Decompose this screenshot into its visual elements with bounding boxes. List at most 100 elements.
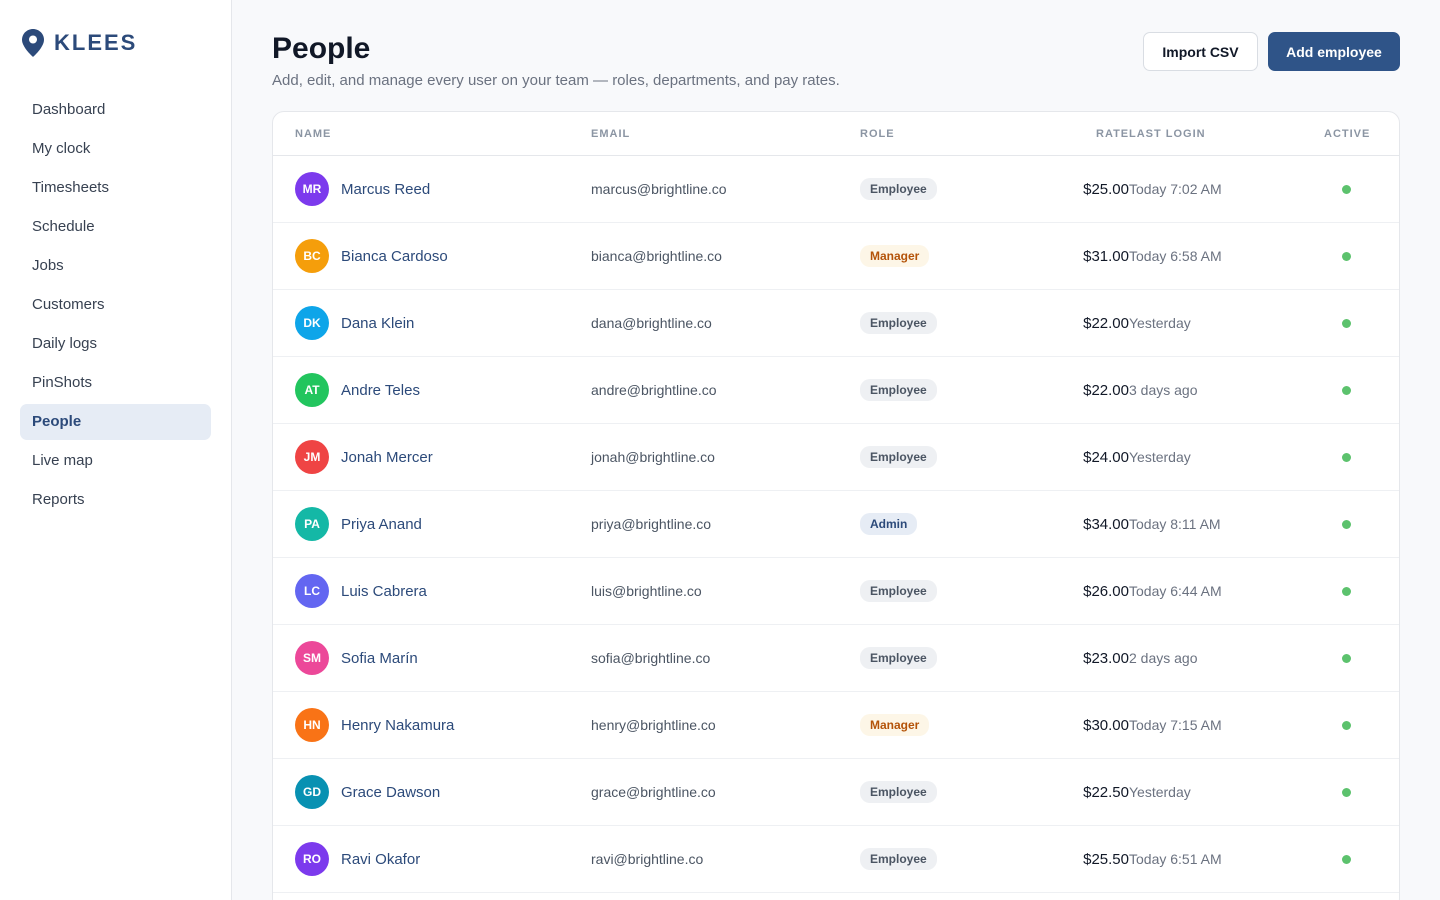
email-cell: dana@brightline.co	[591, 315, 712, 331]
column-header-role[interactable]: ROLE	[860, 128, 895, 140]
add-employee-button[interactable]: Add employee	[1268, 32, 1400, 71]
sidebar-item-daily-logs[interactable]: Daily logs	[32, 335, 98, 352]
table-row[interactable]: RO Ravi Okafor ravi@brightline.co Employee $…	[273, 826, 1399, 893]
avatar: RO	[295, 842, 329, 876]
role-badge: Employee	[860, 781, 937, 803]
sidebar-item-dashboard[interactable]: Dashboard	[32, 101, 106, 118]
column-header-active[interactable]: ACTIVE	[1324, 128, 1371, 140]
role-cell: Employee	[860, 826, 937, 892]
avatar: HN	[295, 708, 329, 742]
sidebar-item-reports[interactable]: Reports	[32, 491, 85, 508]
column-header-email[interactable]: EMAIL	[591, 128, 631, 140]
table-row[interactable]: JM Jonah Mercer jonah@brightline.co Employe…	[273, 424, 1399, 491]
page-subtitle: Add, edit, and manage every user on your…	[272, 72, 840, 89]
name-cell: JM Jonah Mercer	[295, 424, 433, 490]
employee-name-link[interactable]: Marcus Reed	[341, 180, 431, 198]
sidebar-item-live-map[interactable]: Live map	[32, 452, 93, 469]
email-cell: ravi@brightline.co	[591, 851, 704, 867]
table-row[interactable]: GD Grace Dawson grace@brightline.co Employe…	[273, 759, 1399, 826]
active-cell	[1342, 759, 1351, 825]
active-cell	[1342, 424, 1351, 490]
employee-name-link[interactable]: Sofia Marín	[341, 649, 418, 667]
employee-name-link[interactable]: Grace Dawson	[341, 783, 441, 801]
last-login-cell: Yesterday	[1129, 784, 1191, 800]
employee-name-link[interactable]: Bianca Cardoso	[341, 247, 448, 265]
last-login-cell: Today 7:02 AM	[1129, 181, 1222, 197]
people-table: NAME EMAIL ROLE RATE LAST LOGIN ACTIVE M…	[272, 111, 1400, 900]
name-cell: SM Sofia Marín	[295, 625, 418, 691]
sidebar-item-people[interactable]: People	[20, 404, 211, 440]
table-row[interactable]: PA Priya Anand priya@brightline.co Admin $34…	[273, 491, 1399, 558]
email-cell: marcus@brightline.co	[591, 181, 727, 197]
sidebar-nav: Dashboard My clock Timesheets Schedule Jobs C…	[20, 92, 211, 521]
table-row[interactable]: AT Andre Teles andre@brightline.co Employee…	[273, 357, 1399, 424]
role-badge: Employee	[860, 848, 937, 870]
import-csv-button[interactable]: Import CSV	[1143, 32, 1258, 71]
email-cell: grace@brightline.co	[591, 784, 716, 800]
last-login-cell: Today 6:44 AM	[1129, 583, 1222, 599]
column-header-last-login[interactable]: LAST LOGIN	[1129, 128, 1206, 140]
role-cell: Admin	[860, 491, 918, 557]
column-header-rate[interactable]: RATE	[1096, 128, 1130, 140]
location-pin-icon	[22, 29, 44, 57]
active-status-dot	[1342, 720, 1351, 730]
sidebar-item-customers[interactable]: Customers	[32, 296, 105, 313]
employee-name-link[interactable]: Priya Anand	[341, 515, 422, 533]
avatar: AT	[295, 373, 329, 407]
column-header-name[interactable]: NAME	[295, 128, 332, 140]
active-status-dot	[1342, 854, 1351, 864]
table-row[interactable]: DK Dana Klein dana@brightline.co Employee $2…	[273, 290, 1399, 357]
sidebar-item-pinshots[interactable]: PinShots	[32, 374, 93, 391]
active-status-dot	[1342, 184, 1351, 194]
email-cell: jonah@brightline.co	[591, 449, 715, 465]
active-status-dot	[1342, 385, 1351, 395]
active-cell	[1342, 223, 1351, 289]
brand-logo[interactable]: KLEES	[22, 28, 137, 58]
last-login-cell: 2 days ago	[1129, 650, 1198, 666]
employee-name-link[interactable]: Jonah Mercer	[341, 448, 433, 466]
rate-cell: $25.50	[1083, 850, 1129, 868]
table-row[interactable]: SM Sofia Marín sofia@brightline.co Employee…	[273, 625, 1399, 692]
role-cell: Employee	[860, 357, 937, 423]
employee-name-link[interactable]: Andre Teles	[341, 381, 420, 399]
avatar: SM	[295, 641, 329, 675]
last-login-cell: Today 6:51 AM	[1129, 851, 1222, 867]
email-cell: andre@brightline.co	[591, 382, 717, 398]
email-cell: priya@brightline.co	[591, 516, 712, 532]
sidebar: KLEES Dashboard My clock Timesheets Schedul…	[0, 0, 232, 900]
active-cell	[1342, 156, 1351, 222]
last-login-cell: 3 days ago	[1129, 382, 1198, 398]
role-cell: Manager	[860, 223, 930, 289]
role-cell: Employee	[860, 759, 937, 825]
role-badge: Employee	[860, 312, 937, 334]
role-badge: Employee	[860, 379, 937, 401]
role-cell: Employee	[860, 424, 937, 490]
employee-name-link[interactable]: Luis Cabrera	[341, 582, 427, 600]
sidebar-item-my-clock[interactable]: My clock	[32, 140, 91, 157]
rate-cell: $30.00	[1083, 716, 1129, 734]
rate-cell: $34.00	[1083, 515, 1129, 533]
avatar: BC	[295, 239, 329, 273]
avatar: LC	[295, 574, 329, 608]
role-cell: Employee	[860, 625, 937, 691]
active-status-dot	[1342, 318, 1351, 328]
employee-name-link[interactable]: Henry Nakamura	[341, 716, 455, 734]
last-login-cell: Yesterday	[1129, 315, 1191, 331]
table-row[interactable]: MR Marcus Reed marcus@brightline.co Employe…	[273, 156, 1399, 223]
employee-name-link[interactable]: Ravi Okafor	[341, 850, 421, 868]
name-cell: LC Luis Cabrera	[295, 558, 427, 624]
rate-cell: $22.50	[1083, 783, 1129, 801]
role-cell: Manager	[860, 692, 930, 758]
sidebar-item-timesheets[interactable]: Timesheets	[32, 179, 109, 196]
active-cell	[1342, 826, 1351, 892]
sidebar-item-schedule[interactable]: Schedule	[32, 218, 95, 235]
brand-name: KLEES	[54, 30, 138, 55]
table-row[interactable]: LC Luis Cabrera luis@brightline.co Employee…	[273, 558, 1399, 625]
rate-cell: $23.00	[1083, 649, 1129, 667]
role-cell: Employee	[860, 156, 937, 222]
table-row[interactable]: HN Henry Nakamura henry@brightline.co Manag…	[273, 692, 1399, 759]
table-row[interactable]: BC Bianca Cardoso bianca@brightline.co Mana…	[273, 223, 1399, 290]
sidebar-item-jobs[interactable]: Jobs	[32, 257, 64, 274]
main-content: People Add, edit, and manage every user …	[272, 0, 1400, 900]
employee-name-link[interactable]: Dana Klein	[341, 314, 415, 332]
